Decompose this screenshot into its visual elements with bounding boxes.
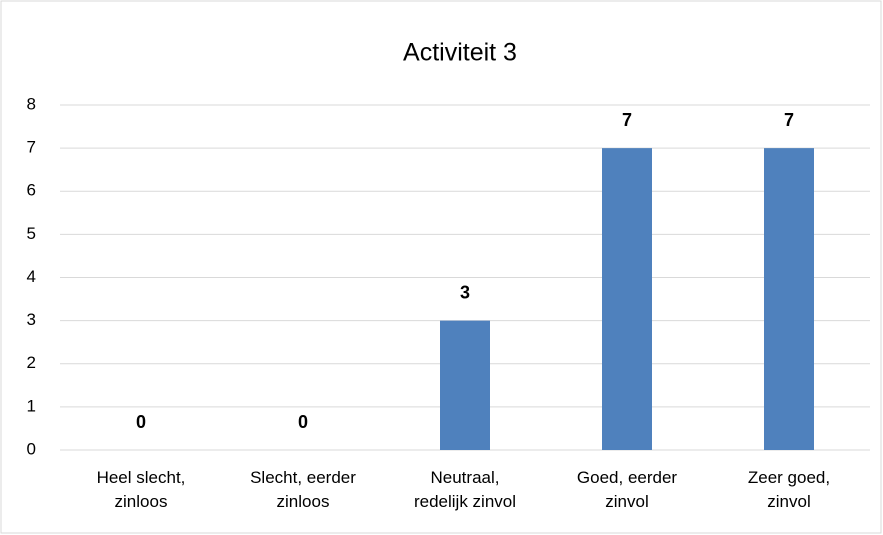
y-tick-label: 5	[27, 224, 36, 243]
bar	[440, 320, 490, 450]
data-label: 7	[622, 110, 632, 130]
y-tick-label: 2	[27, 353, 36, 372]
data-label: 7	[784, 110, 794, 130]
x-tick-label: Heel slecht, zinloos	[96, 468, 186, 511]
x-tick-label: Neutraal, redelijk zinvol	[413, 468, 517, 511]
x-tick-label: Slecht, eerder zinloos	[250, 468, 356, 511]
data-label: 0	[136, 412, 146, 432]
chart-title: Activiteit 3	[403, 39, 517, 67]
bar	[764, 148, 814, 450]
bar	[602, 148, 652, 450]
x-tick-label: Zeer goed, zinvol	[747, 468, 831, 511]
x-tick-label: Goed, eerder zinvol	[576, 468, 678, 511]
y-tick-label: 6	[27, 181, 36, 200]
y-tick-label: 4	[27, 267, 36, 286]
data-label: 0	[298, 412, 308, 432]
y-tick-label: 0	[27, 439, 36, 458]
y-tick-label: 8	[27, 94, 36, 113]
y-tick-label: 3	[27, 310, 36, 329]
y-tick-label: 1	[27, 396, 36, 415]
data-label: 3	[460, 282, 470, 302]
y-tick-label: 7	[27, 138, 36, 157]
